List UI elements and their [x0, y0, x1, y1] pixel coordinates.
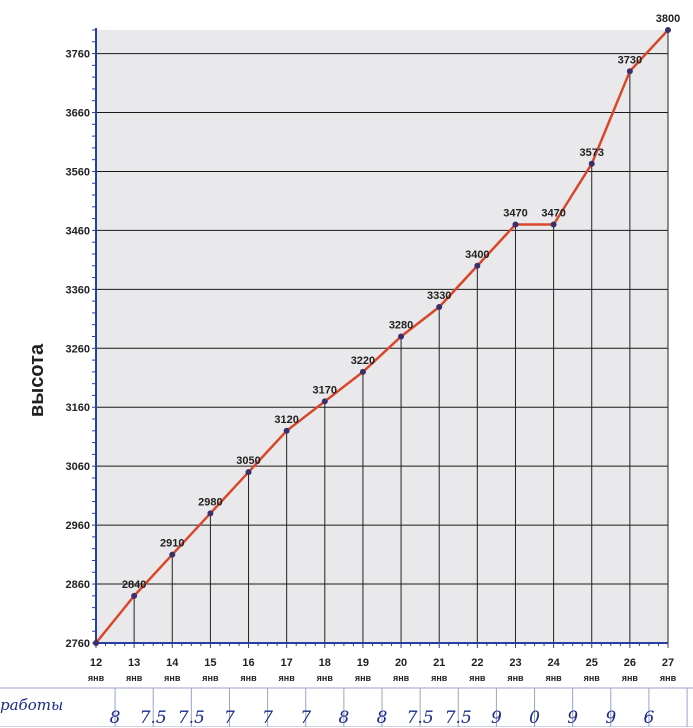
y-tick-label: 3560	[66, 166, 90, 178]
x-tick-label: 15	[204, 657, 216, 669]
y-tick-label: 3260	[66, 343, 90, 355]
data-point	[550, 221, 557, 228]
x-tick-label: 25	[586, 657, 598, 669]
x-tick-month: янв	[317, 673, 334, 683]
y-tick-label: 2760	[66, 638, 90, 650]
x-tick-label: 20	[395, 657, 407, 669]
hours-cell: 7	[262, 708, 274, 728]
data-label: 3330	[427, 290, 451, 302]
data-label: 2910	[160, 538, 184, 550]
x-tick-month: янв	[584, 673, 601, 683]
hours-cell: 7.5	[406, 708, 434, 728]
data-label: 2840	[122, 579, 146, 591]
x-tick-label: 26	[624, 657, 636, 669]
data-label: 3220	[351, 355, 375, 367]
x-tick-label: 21	[433, 657, 445, 669]
hours-cell: 7	[300, 708, 312, 728]
data-label: 3050	[236, 455, 260, 467]
plot-area	[96, 30, 668, 643]
data-point	[626, 68, 633, 75]
data-label: 3170	[313, 384, 337, 396]
data-point	[398, 333, 405, 340]
x-tick-month: янв	[240, 673, 257, 683]
y-tick-label: 3360	[66, 284, 90, 296]
data-point	[436, 304, 443, 311]
x-tick-month: янв	[164, 673, 181, 683]
x-tick-label: 19	[357, 657, 369, 669]
x-tick-month: янв	[622, 673, 639, 683]
data-label: 3400	[465, 249, 489, 261]
data-label: 3470	[503, 208, 527, 220]
x-tick-month: янв	[88, 673, 105, 683]
data-point	[588, 160, 595, 167]
data-point	[474, 262, 481, 269]
y-tick-label: 2860	[66, 579, 90, 591]
hours-cell: 7	[224, 708, 235, 728]
data-label: 3573	[579, 147, 603, 159]
data-point	[245, 469, 252, 476]
series-line	[95, 29, 669, 644]
hours-cell: 8	[376, 708, 388, 728]
y-tick-label: 3660	[66, 108, 90, 120]
x-tick-month: янв	[507, 673, 524, 683]
hours-cell: 9	[567, 708, 579, 728]
hours-cell: 8	[109, 708, 121, 728]
data-label: 3730	[618, 54, 642, 66]
y-axis-label: высота	[26, 343, 49, 417]
y-tick-label: 3060	[66, 461, 90, 473]
hours-cell: 8	[338, 708, 350, 728]
x-tick-label: 17	[281, 657, 293, 669]
data-point	[93, 640, 99, 646]
x-tick-label: 18	[319, 657, 331, 669]
x-tick-month: янв	[660, 673, 677, 683]
hours-cell: 7.5	[139, 708, 167, 728]
data-point	[169, 551, 176, 558]
x-tick-month: янв	[279, 673, 296, 683]
data-point	[283, 427, 290, 434]
y-tick-label: 3760	[66, 49, 90, 61]
data-point	[359, 368, 366, 375]
hours-cell: 6	[643, 708, 655, 728]
x-tick-month: янв	[431, 673, 448, 683]
x-tick-month: янв	[393, 673, 410, 683]
table-row-label: работы	[0, 696, 64, 714]
x-tick-label: 14	[166, 657, 179, 669]
x-tick-label: 16	[242, 657, 254, 669]
x-tick-label: 12	[90, 657, 102, 669]
data-point	[131, 592, 138, 599]
x-tick-label: 22	[471, 657, 483, 669]
data-label: 3280	[389, 320, 413, 332]
data-point	[207, 510, 214, 517]
x-tick-label: 24	[547, 657, 560, 669]
x-tick-month: янв	[545, 673, 562, 683]
data-label: 2980	[198, 496, 222, 508]
data-point	[321, 398, 328, 405]
data-point	[665, 27, 671, 33]
hours-cell: 7.5	[444, 708, 472, 728]
x-tick-label: 13	[128, 657, 140, 669]
x-tick-month: янв	[202, 673, 219, 683]
data-point	[512, 221, 519, 228]
x-tick-month: янв	[469, 673, 486, 683]
x-tick-label: 23	[509, 657, 521, 669]
hours-cell: 0	[529, 708, 540, 728]
hours-cell: 9	[605, 708, 617, 728]
hours-cell: 7.5	[177, 708, 205, 728]
y-tick-label: 3160	[66, 402, 90, 414]
x-tick-month: янв	[126, 673, 143, 683]
y-tick-label: 2960	[66, 520, 90, 532]
x-tick-label: 27	[662, 657, 674, 669]
y-tick-label: 3460	[66, 225, 90, 237]
x-tick-month: янв	[355, 673, 372, 683]
hours-cell: 9	[490, 708, 502, 728]
data-label: 3120	[274, 414, 298, 426]
data-label: 3470	[541, 208, 565, 220]
data-label: 3800	[656, 13, 680, 25]
